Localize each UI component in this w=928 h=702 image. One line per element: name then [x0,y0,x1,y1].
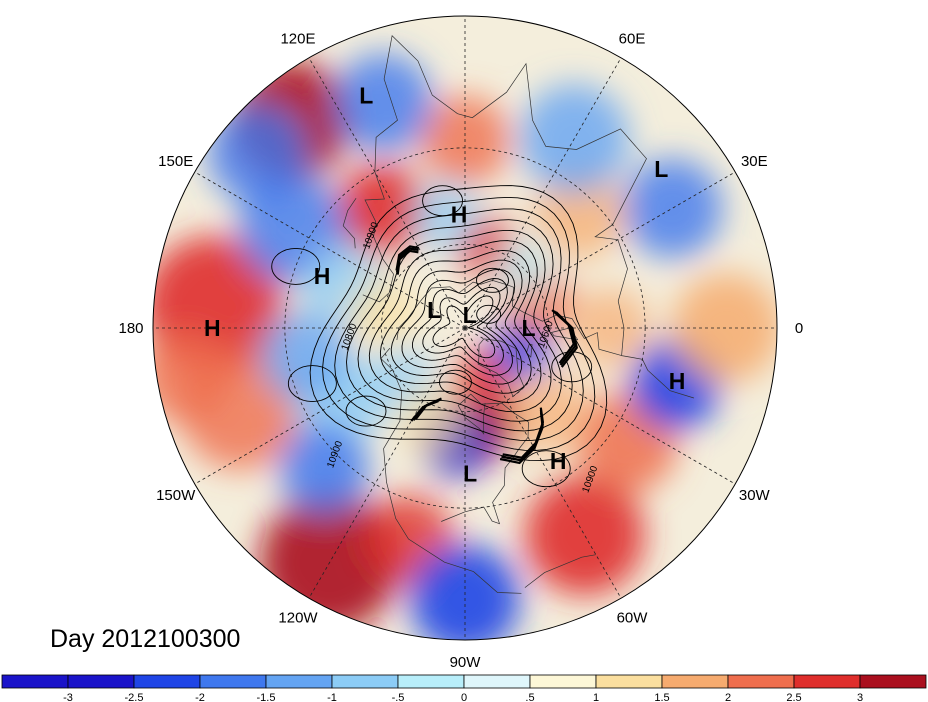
low-pressure-label: L [654,156,668,182]
colorbar-swatch [67,674,135,689]
colorbar-tick-label: .5 [525,692,534,702]
low-pressure-label: L [463,302,477,328]
colorbar-swatch [793,674,861,689]
longitude-labels: 90E 60E 30E 0 30W 60W 90W 120W 150W 180 150E 120E [118,0,803,671]
longitude-label: 30W [739,487,771,504]
colorbar-swatch [397,674,465,689]
longitude-label: 120E [280,31,315,48]
high-pressure-label: H [204,315,221,341]
high-pressure-label: H [451,202,468,228]
longitude-label: 150E [158,153,193,170]
colorbar-swatch [265,674,333,689]
colorbar-swatch [727,674,795,689]
longitude-label: 90E [452,0,479,3]
colorbar-tick-label: -3 [63,692,73,702]
colorbar-tick-label: -.5 [392,692,405,702]
colorbar-swatch [595,674,663,689]
map-boundary [152,15,778,641]
colorbar-tick-label: 3 [857,692,863,702]
high-pressure-label: H [550,448,567,474]
anomaly-field [153,53,777,640]
map-disc [153,16,777,640]
colorbar-tick-label: 2 [725,692,731,702]
colorbar-tick-label: 1 [593,692,599,702]
low-pressure-label: L [521,315,535,341]
low-pressure-label: L [427,297,441,323]
longitude-label: 60E [619,31,646,48]
date-label: Day 2012100300 [50,625,240,653]
colorbar-tick-label: -2 [195,692,205,702]
colorbar-tick-label: -1 [327,692,337,702]
low-pressure-label: L [463,460,477,486]
longitude-label: 0 [795,320,803,337]
longitude-label: 90W [450,654,482,671]
longitude-label: 180 [118,320,143,337]
low-pressure-label: L [359,82,373,108]
longitude-label: 120W [278,609,318,626]
high-pressure-label: H [669,368,686,394]
longitude-label: 30E [741,153,768,170]
colorbar-tick-label: 0 [461,692,467,702]
high-pressure-label: H [314,263,331,289]
jet-contours [395,245,578,465]
colorbar: -3 -2.5 -2 -1.5 -1 -.5 0 .5 1 1.5 2 2.5 3 [1,674,927,702]
longitude-label: 150W [156,487,196,504]
colorbar-swatch [859,674,927,689]
colorbar-tick-label: -1.5 [257,692,276,702]
colorbar-tick-label: 2.5 [786,692,801,702]
colorbar-swatch [133,674,201,689]
colorbar-swatch [1,674,69,689]
colorbar-tick-label: 1.5 [654,692,669,702]
colorbar-swatch [331,674,399,689]
colorbar-swatch [463,674,531,689]
colorbar-swatch [199,674,267,689]
colorbar-tick-label: -2.5 [125,692,144,702]
colorbar-swatch [661,674,729,689]
colorbar-swatch [529,674,597,689]
height-contours [271,185,608,488]
graticule [153,16,777,640]
longitude-label: 60W [617,609,649,626]
